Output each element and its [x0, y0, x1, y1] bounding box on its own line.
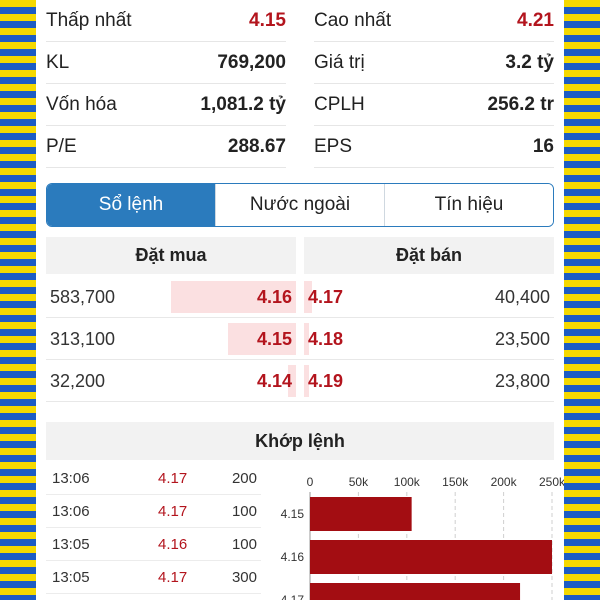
stat-value: 769,200 — [217, 51, 286, 73]
buy-price: 4.14 — [256, 371, 292, 391]
stats-row: KL 769,200 Giá trị 3.2 tỷ — [46, 42, 554, 84]
matched-price: 4.17 — [158, 569, 188, 586]
stats-row: Vốn hóa 1,081.2 tỷ CPLH 256.2 tr — [46, 84, 554, 126]
volume-bar — [310, 583, 521, 600]
tab-foreign[interactable]: Nước ngoài — [215, 184, 384, 226]
stats-row: P/E 288.67 EPS 16 — [46, 126, 554, 168]
stat-value: 4.21 — [517, 9, 554, 31]
sell-depth-bar — [304, 323, 309, 355]
sell-volume: 23,500 — [494, 329, 550, 349]
sell-price: 4.18 — [308, 329, 344, 349]
buy-volume: 313,100 — [50, 329, 116, 349]
buy-depth-bar — [171, 281, 296, 313]
order-book-row: 32,200 4.14 4.19 23,800 — [46, 361, 554, 402]
stat-label: Giá trị — [314, 51, 365, 73]
y-tick-label: 4.17 — [281, 593, 305, 600]
matched-price: 4.17 — [158, 503, 188, 520]
buy-orders-header: Đặt mua — [46, 237, 296, 274]
tab-bar: Sổ lệnh Nước ngoài Tín hiệu — [46, 183, 554, 227]
stat-label: Cao nhất — [314, 9, 392, 31]
buy-depth-bar — [228, 323, 296, 355]
stat-high: Cao nhất 4.21 — [314, 0, 554, 42]
stat-low: Thấp nhất 4.15 — [46, 0, 286, 42]
stat-label: EPS — [314, 135, 353, 157]
stats-row: Thấp nhất 4.15 Cao nhất 4.21 — [46, 0, 554, 42]
matched-price: 4.17 — [158, 470, 188, 487]
x-tick-label: 0 — [307, 475, 314, 489]
matched-orders-header: Khớp lệnh — [46, 422, 554, 460]
volume-bar — [310, 540, 552, 574]
stat-value: 288.67 — [227, 135, 286, 157]
buy-volume: 583,700 — [50, 287, 116, 307]
buy-price: 4.16 — [256, 287, 292, 307]
volume-by-price-chart: 0 50k 100k 150k 200k 250k 4.15 4.16 4.17 — [268, 470, 564, 600]
sell-volume: 23,800 — [494, 371, 550, 391]
x-tick-label: 50k — [349, 475, 369, 489]
x-tick-label: 200k — [491, 475, 518, 489]
stats-grid: Thấp nhất 4.15 Cao nhất 4.21 KL 769,200 … — [46, 0, 554, 168]
stat-label: CPLH — [314, 93, 365, 115]
matched-volume: 200 — [231, 470, 257, 487]
y-tick-label: 4.16 — [281, 550, 305, 564]
sell-price: 4.19 — [308, 371, 344, 391]
buy-price: 4.15 — [256, 329, 292, 349]
x-tick-label: 250k — [539, 475, 564, 489]
volume-by-price-svg: 0 50k 100k 150k 200k 250k 4.15 4.16 4.17 — [281, 475, 564, 600]
matched-row: 13:05 4.17 300 — [46, 561, 261, 594]
matched-row: 13:05 4.16 100 — [46, 528, 261, 561]
x-tick-label: 100k — [394, 475, 421, 489]
y-tick-label: 4.15 — [281, 507, 305, 521]
order-book-row: 583,700 4.16 4.17 40,400 — [46, 277, 554, 318]
matched-time: 13:05 — [52, 569, 90, 586]
stat-market-cap: Vốn hóa 1,081.2 tỷ — [46, 84, 286, 126]
stat-value: 3.2 tỷ — [505, 51, 554, 73]
sell-volume: 40,400 — [494, 287, 550, 307]
stat-value: 16 — [532, 135, 554, 157]
matched-row: 13:06 4.17 200 — [46, 462, 261, 495]
stat-value: 4.15 — [249, 9, 286, 31]
x-tick-label: 150k — [442, 475, 469, 489]
stat-label: KL — [46, 51, 70, 73]
stat-eps: EPS 16 — [314, 126, 554, 168]
sell-orders-header: Đặt bán — [304, 237, 554, 274]
stat-label: P/E — [46, 135, 77, 157]
tab-signals[interactable]: Tín hiệu — [384, 184, 553, 226]
sell-depth-bar — [304, 365, 309, 397]
stat-label: Vốn hóa — [46, 93, 117, 115]
matched-time: 13:06 — [52, 503, 90, 520]
matched-row: 13:06 4.17 100 — [46, 495, 261, 528]
stat-shares-outstanding: CPLH 256.2 tr — [314, 84, 554, 126]
sell-price: 4.17 — [308, 287, 344, 307]
matched-volume: 100 — [231, 536, 257, 553]
matched-time: 13:05 — [52, 536, 90, 553]
volume-bar — [310, 497, 412, 531]
sell-depth-bar — [304, 281, 312, 313]
buy-depth-bar — [288, 365, 296, 397]
matched-volume: 300 — [231, 569, 257, 586]
stat-value-traded: Giá trị 3.2 tỷ — [314, 42, 554, 84]
tab-order-book[interactable]: Sổ lệnh — [47, 184, 215, 226]
stock-detail-panel: Thấp nhất 4.15 Cao nhất 4.21 KL 769,200 … — [36, 0, 564, 600]
order-book-row: 313,100 4.15 4.18 23,500 — [46, 319, 554, 360]
stat-volume: KL 769,200 — [46, 42, 286, 84]
stat-value: 256.2 tr — [487, 93, 554, 115]
stat-value: 1,081.2 tỷ — [200, 93, 286, 115]
stat-label: Thấp nhất — [46, 9, 132, 31]
stat-pe: P/E 288.67 — [46, 126, 286, 168]
matched-price: 4.16 — [158, 536, 188, 553]
matched-volume: 100 — [231, 503, 257, 520]
matched-time: 13:06 — [52, 470, 90, 487]
buy-volume: 32,200 — [50, 371, 106, 391]
